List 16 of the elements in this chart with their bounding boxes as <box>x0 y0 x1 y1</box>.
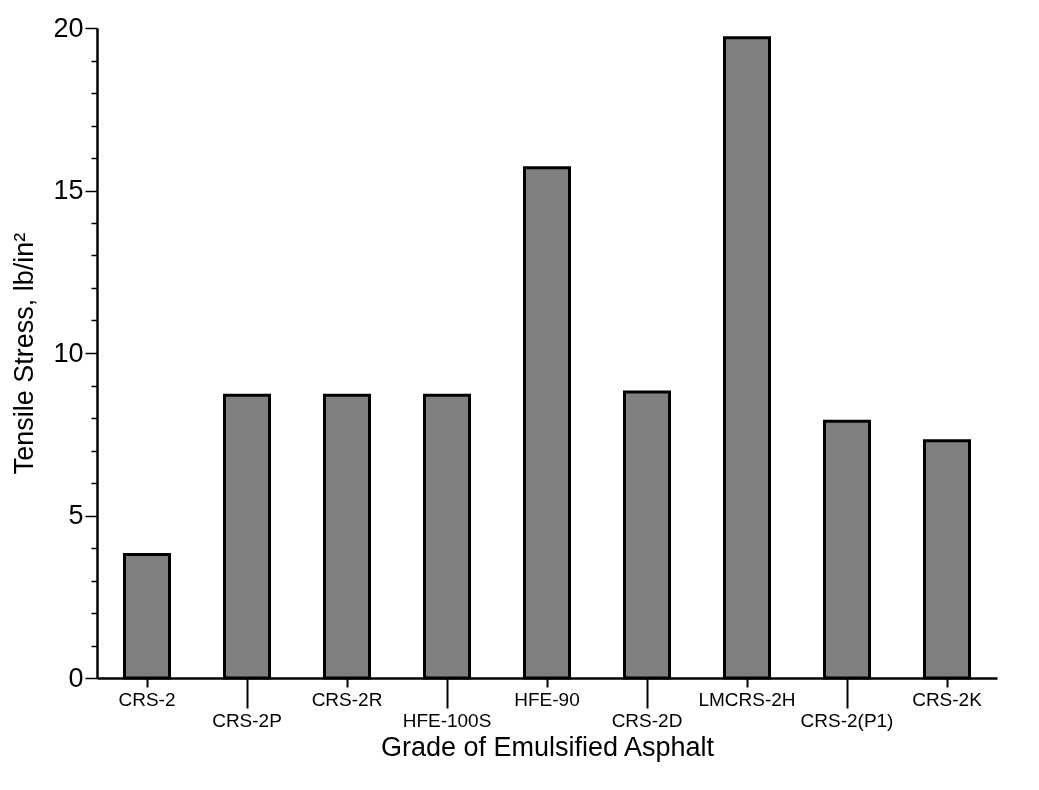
y-tick-label: 20 <box>53 12 84 43</box>
y-tick-label: 5 <box>68 500 84 530</box>
x-axis-title: Grade of Emulsified Asphalt <box>380 731 715 762</box>
x-tick-label: HFE-90 <box>514 688 580 710</box>
x-tick-label: CRS-2(P1) <box>800 709 894 731</box>
x-tick-label: CRS-2R <box>311 688 383 710</box>
x-tick-label: LMCRS-2H <box>698 688 796 710</box>
x-tick-label: CRS-2D <box>611 709 683 731</box>
x-tick-label: CRS-2P <box>212 709 282 731</box>
x-tick-label: HFE-100S <box>402 709 492 731</box>
y-tick-label: 10 <box>53 337 84 368</box>
y-tick-label: 0 <box>68 662 84 693</box>
x-tick-label: CRS-2 <box>118 688 176 710</box>
x-tick-label: CRS-2K <box>912 688 983 710</box>
y-axis-title: Tensile Stress, lb/in² <box>9 232 40 475</box>
y-tick-label: 15 <box>53 175 84 205</box>
